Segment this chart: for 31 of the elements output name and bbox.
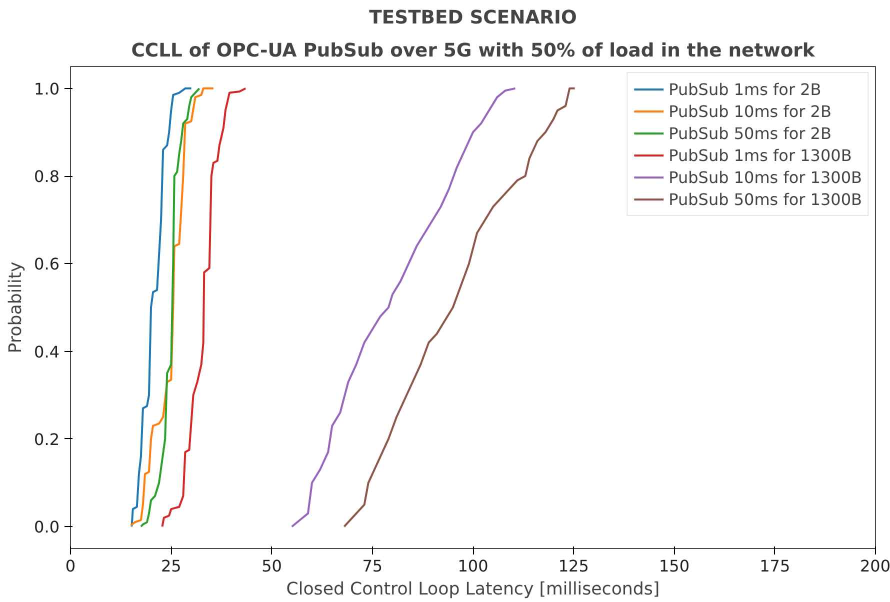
x-tick-label: 50 — [262, 556, 282, 576]
x-tick-label: 75 — [362, 556, 383, 576]
legend-label: PubSub 10ms for 1300B — [668, 168, 862, 186]
chart-subtitle: CCLL of OPC-UA PubSub over 5G with 50% of load in the network — [131, 40, 816, 62]
legend-label: PubSub 50ms for 1300B — [668, 190, 862, 208]
line-series — [290, 87, 516, 528]
line-series — [140, 87, 200, 528]
line-series — [130, 87, 214, 526]
line-series — [343, 87, 576, 528]
x-tick-label: 175 — [760, 556, 790, 576]
line-series — [161, 87, 247, 528]
line-series — [130, 87, 192, 528]
y-tick-label: 0.8 — [34, 167, 60, 186]
x-tick-label: 25 — [160, 556, 182, 576]
y-tick-label: 0.0 — [34, 518, 60, 537]
legend-label: PubSub 10ms for 2B — [668, 102, 832, 120]
chart-title: TESTBED SCENARIO — [369, 8, 577, 28]
y-axis-title: Probability — [6, 262, 26, 354]
x-axis-title: Closed Control Loop Latency [milliseconds] — [286, 580, 660, 600]
x-tick-label: 150 — [658, 556, 690, 576]
y-tick-label: 1.0 — [34, 79, 60, 98]
y-tick-label: 0.2 — [34, 430, 60, 449]
x-tick-label: 100 — [458, 556, 488, 576]
x-tick-label: 0 — [65, 556, 76, 576]
y-tick-label: 0.6 — [34, 254, 60, 274]
legend-label: PubSub 1ms for 1300B — [668, 146, 852, 164]
legend-label: PubSub 50ms for 2B — [668, 124, 832, 142]
x-tick-label: 125 — [558, 556, 589, 576]
legend-label: PubSub 1ms for 2B — [668, 80, 822, 98]
y-tick-label: 0.4 — [34, 342, 60, 362]
x-tick-label: 200 — [860, 556, 890, 576]
